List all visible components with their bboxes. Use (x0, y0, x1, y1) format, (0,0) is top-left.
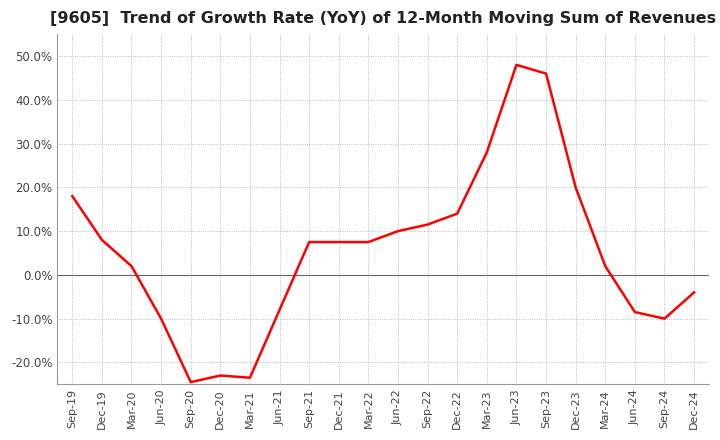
Title: [9605]  Trend of Growth Rate (YoY) of 12-Month Moving Sum of Revenues: [9605] Trend of Growth Rate (YoY) of 12-… (50, 11, 716, 26)
